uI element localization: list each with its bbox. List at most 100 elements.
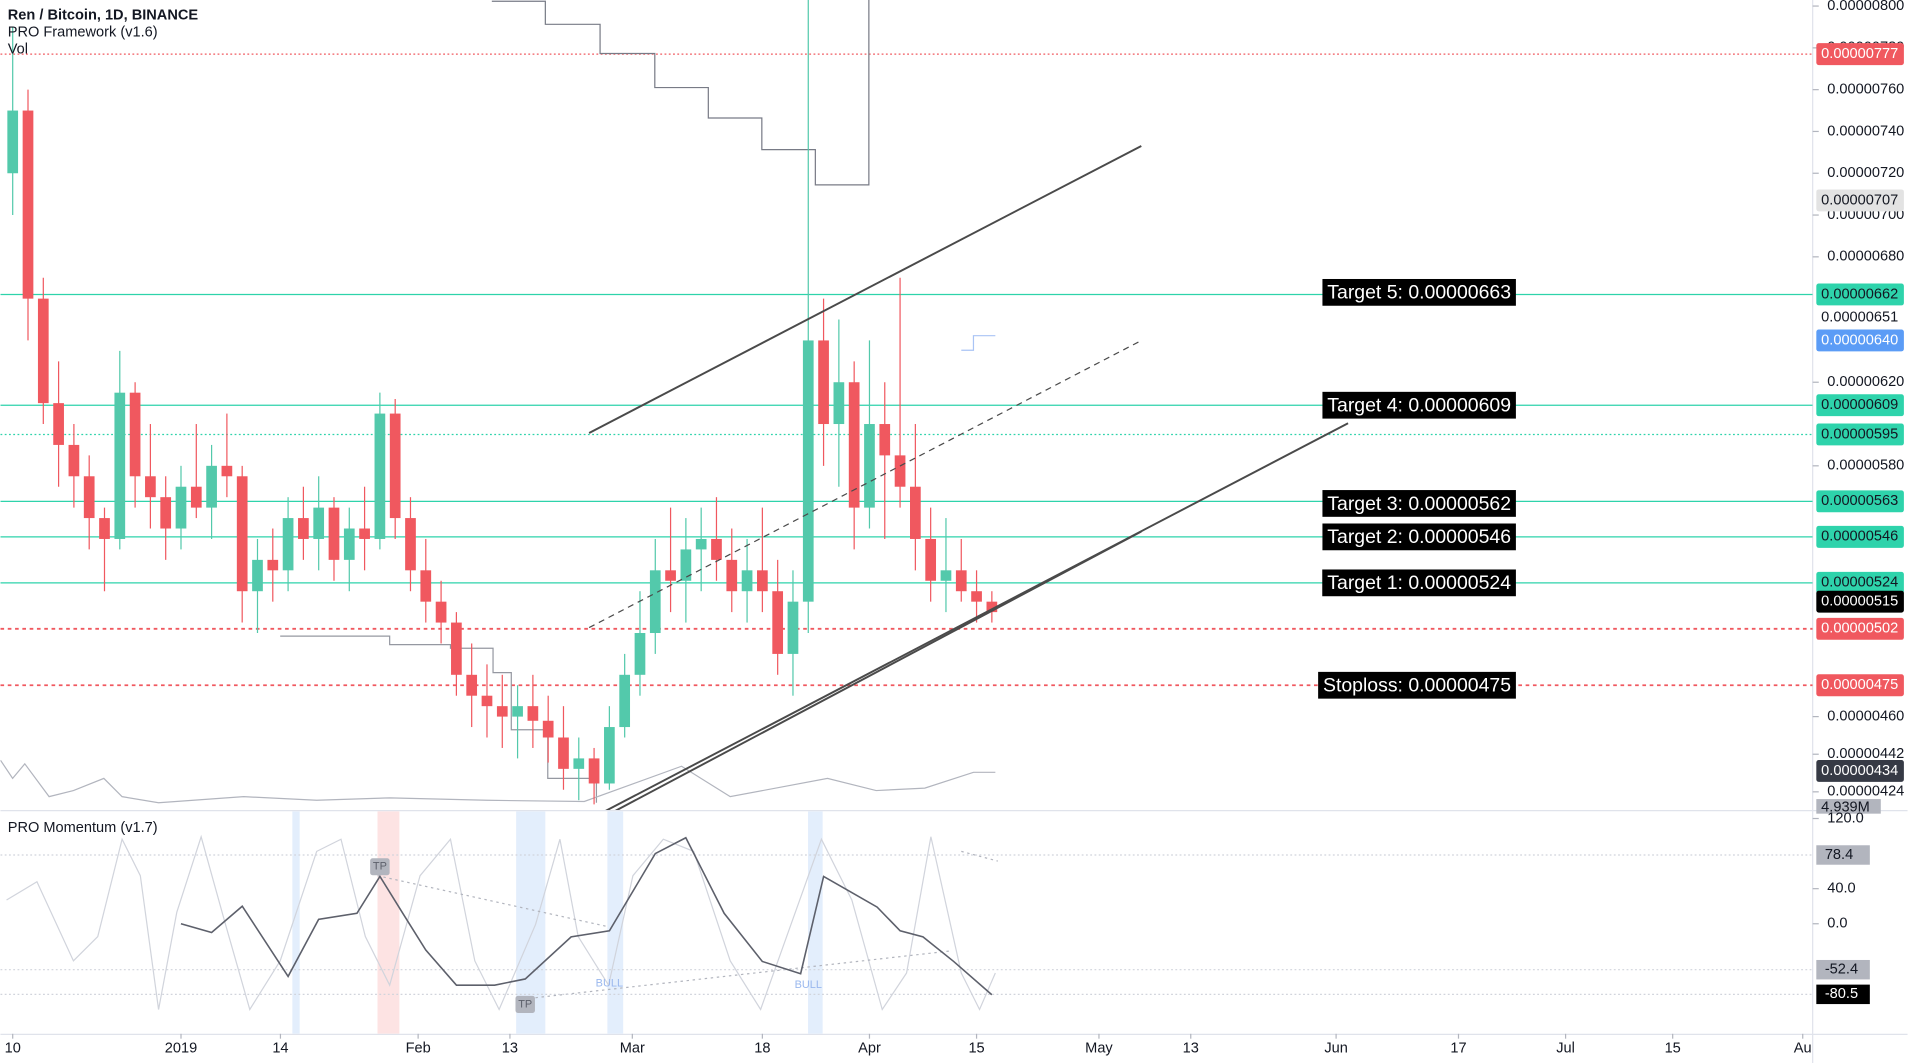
candle-body (864, 424, 875, 508)
x-tick-label: 15 (1665, 1040, 1681, 1056)
candle-body (833, 382, 845, 425)
candle-body (955, 570, 967, 592)
price-label-box (1816, 617, 1904, 640)
momentum-annotation: TP (518, 998, 532, 1010)
target-label: Target 3: 0.00000562 (1327, 493, 1511, 515)
x-tick-label: Au (1794, 1040, 1812, 1056)
price-label: 0.00000515 (1821, 594, 1898, 610)
candle-body (7, 110, 19, 174)
bull-band (292, 811, 300, 1034)
candle-body (619, 674, 631, 728)
candle-body (405, 518, 416, 571)
candle-body (542, 720, 554, 738)
candle-body (466, 674, 478, 696)
candle-body (359, 528, 370, 539)
y-tick-label: 0.00000760 (1827, 82, 1904, 98)
price-label-box (1816, 306, 1904, 329)
price-label: 0.00000475 (1821, 677, 1898, 693)
candles (7, 0, 998, 805)
price-label: 0.00000640 (1821, 332, 1898, 348)
target-label: Target 2: 0.00000546 (1327, 526, 1511, 548)
channel (588, 145, 1349, 811)
candle-body (37, 298, 49, 404)
tp-box (515, 995, 535, 1013)
bull-band (607, 811, 624, 1034)
trailing-stop-right (961, 335, 996, 351)
candle-body (940, 570, 952, 581)
y-tick-label: 0.00000680 (1827, 249, 1904, 265)
price-label: 0.00000777 (1821, 46, 1898, 62)
candle-body (389, 413, 401, 519)
price-label-box (1816, 759, 1904, 782)
target-label: Target 5: 0.00000663 (1327, 282, 1511, 304)
trend-line (605, 422, 1349, 811)
price-label-box (1816, 571, 1904, 594)
x-tick-label: Apr (858, 1040, 881, 1056)
x-tick-label: 10 (5, 1040, 21, 1056)
candle-body (741, 570, 753, 592)
momentum (0, 836, 1813, 996)
price-label: 0.00000609 (1821, 397, 1898, 413)
value-label-box (1816, 984, 1870, 1005)
candle-body (451, 622, 462, 675)
candle-body (282, 518, 294, 571)
y-tick-label: 0.00000442 (1827, 746, 1904, 762)
y-tick-label: 0.00000580 (1827, 458, 1904, 474)
target-box (1322, 490, 1516, 517)
trailing-stop-lower (280, 635, 598, 803)
candle-body (512, 706, 523, 717)
target-box (1318, 671, 1516, 699)
volume-label-box (1816, 799, 1881, 814)
price-label-box (1816, 329, 1904, 352)
price-label-box (1816, 43, 1904, 66)
candle-body (680, 549, 692, 581)
y-tick-label: 0.0 (1827, 916, 1847, 932)
x-tick-label: 13 (1183, 1040, 1199, 1056)
price-label: 0.00000662 (1821, 286, 1898, 302)
candle-body (588, 758, 600, 784)
candle-body (802, 340, 814, 602)
target-box (1322, 569, 1516, 597)
candle-body (527, 706, 539, 721)
momentum-annotation: BULL (795, 979, 822, 991)
price-label: 0.00000502 (1821, 621, 1898, 637)
x-tick-label: 14 (272, 1040, 288, 1056)
price-label: 0.00000595 (1821, 426, 1898, 442)
price-label-box (1816, 394, 1904, 417)
target-label: Target 1: 0.00000524 (1327, 572, 1511, 594)
candle-body (649, 570, 661, 634)
target-label: Target 4: 0.00000609 (1327, 395, 1511, 417)
candle-body (145, 476, 156, 498)
x-tick-label: 15 (968, 1040, 984, 1056)
price-label-box (1816, 423, 1904, 446)
candle-body (22, 110, 34, 299)
indicator-label: PRO Framework (v1.6) (8, 25, 158, 41)
x-tick-label: 2019 (165, 1040, 197, 1056)
x-tick-label: Jul (1556, 1040, 1575, 1056)
candle-body (787, 601, 799, 654)
candle-body (298, 518, 309, 539)
candle-body (129, 392, 141, 477)
candle-body (481, 695, 493, 707)
candle-body (160, 497, 172, 529)
price-label: 0.00000524 (1821, 575, 1898, 591)
channel-upper (588, 145, 1142, 434)
pane-title: PRO Momentum (v1.7) (8, 820, 158, 836)
bull-band (808, 811, 823, 1034)
price-label-box (1816, 189, 1904, 212)
candle-body (175, 486, 187, 529)
candle-body (496, 706, 508, 717)
candle-body (252, 559, 263, 592)
candle-body (206, 465, 217, 508)
candle-body (435, 601, 447, 623)
y-tick-label: 0.00000740 (1827, 123, 1904, 139)
candle-body (910, 486, 921, 539)
price-label: 0.00000434 (1821, 763, 1898, 779)
y-tick-label: 0.00000460 (1827, 708, 1904, 724)
target-box (1322, 391, 1516, 419)
candle-body (711, 538, 722, 560)
y-tick-label: 40.0 (1827, 881, 1855, 897)
candle-body (68, 444, 80, 477)
